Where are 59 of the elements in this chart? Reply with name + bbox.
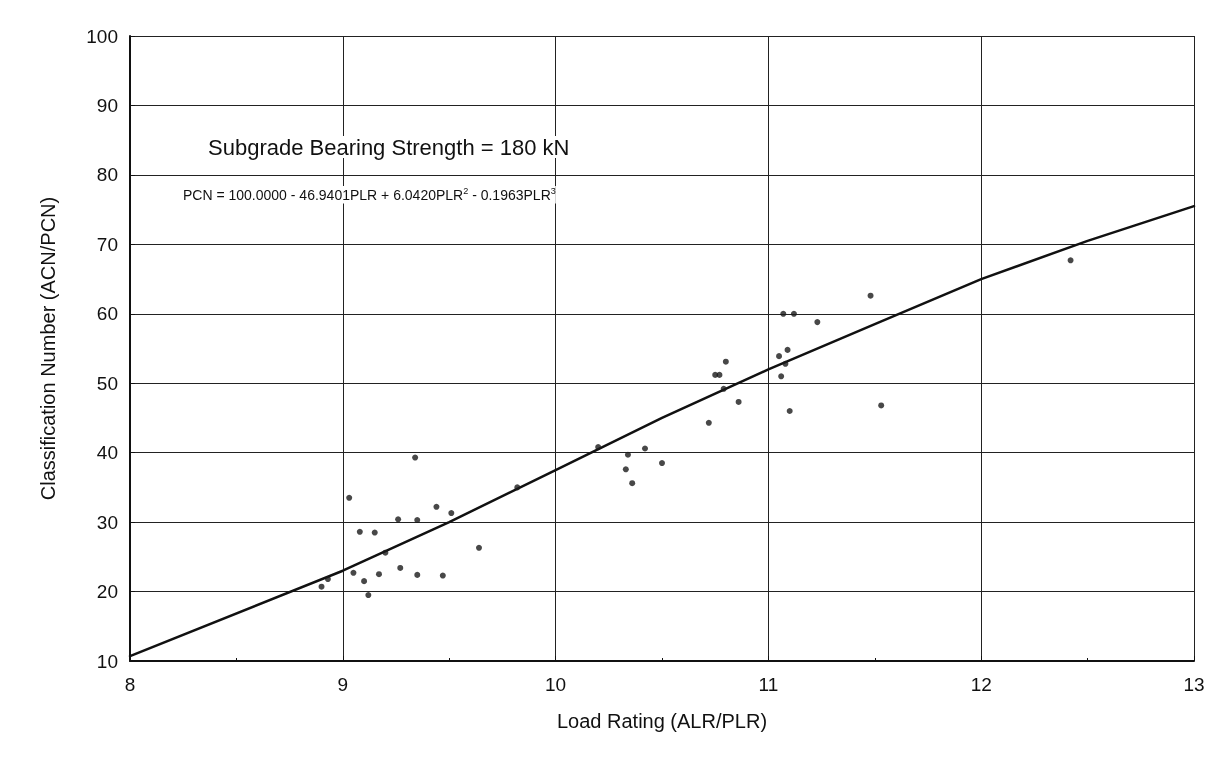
point	[624, 451, 631, 458]
point	[814, 319, 821, 326]
x-tick-label: 8	[124, 674, 136, 695]
point	[414, 517, 421, 524]
point	[720, 385, 727, 392]
x-tick-label: 10	[545, 674, 567, 695]
point	[867, 292, 874, 299]
x-axis-title: Load Rating (ALR/PLR)	[556, 710, 768, 732]
point	[514, 484, 521, 491]
point	[786, 408, 793, 414]
y-tick-label: 90	[96, 94, 118, 116]
point	[433, 503, 440, 510]
point	[780, 310, 787, 317]
point	[778, 373, 785, 380]
point	[595, 444, 602, 451]
point	[375, 571, 382, 578]
point	[476, 544, 482, 551]
point	[641, 445, 648, 452]
point	[878, 402, 885, 409]
y-tick-label: 60	[96, 303, 118, 325]
point	[324, 576, 331, 583]
point	[361, 578, 368, 585]
point	[776, 353, 783, 360]
point	[382, 549, 389, 556]
annotation: Subgrade Bearing Strength = 180 kN	[208, 134, 570, 160]
point	[395, 516, 402, 523]
point	[659, 460, 665, 467]
point	[356, 528, 363, 535]
y-tick-label: 80	[96, 164, 118, 186]
y-tick-label: 30	[96, 511, 118, 533]
x-tick-label: 11	[758, 674, 779, 695]
y-tick-label: 20	[96, 581, 118, 603]
point	[716, 371, 723, 378]
point	[397, 564, 404, 571]
x-tick-label: 9	[337, 674, 349, 695]
point	[350, 569, 357, 576]
point	[784, 346, 791, 353]
x-tick-label: 13	[1183, 674, 1205, 695]
point	[412, 454, 419, 461]
point	[448, 510, 455, 517]
y-axis-title: Classification Number (ACN/PCN)	[37, 196, 59, 501]
point	[790, 310, 797, 317]
point	[414, 571, 421, 578]
point	[1067, 257, 1074, 264]
point	[705, 419, 712, 426]
point	[346, 494, 353, 501]
point	[439, 572, 446, 579]
point	[365, 592, 372, 599]
y-tick-label: 50	[96, 372, 118, 394]
y-tick-label: 40	[96, 442, 118, 464]
point	[629, 480, 636, 487]
point	[735, 398, 742, 405]
x-tick-label: 12	[970, 674, 992, 695]
y-tick-label: 70	[96, 233, 118, 255]
point	[782, 360, 789, 367]
point	[622, 466, 629, 473]
y-tick-label: 10	[96, 650, 118, 672]
point	[722, 358, 729, 365]
y-tick-label: 100	[86, 25, 118, 47]
